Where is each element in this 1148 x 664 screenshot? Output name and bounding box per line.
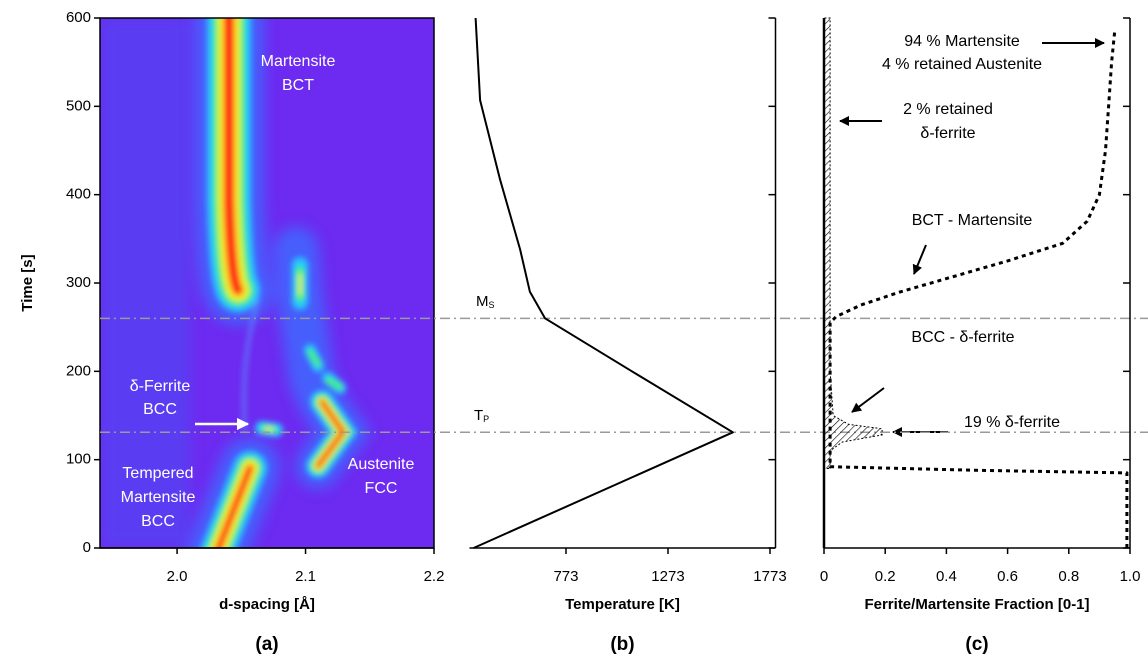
x-tick-label: 2.2 [424,568,445,585]
x-tick-label: 1.0 [1120,568,1141,585]
x-tick-label: 773 [553,568,578,585]
x-tick-label: 2.1 [295,568,316,585]
annotation: Austenite [348,456,415,473]
y-tick-label: 600 [66,9,91,26]
y-tick-label: 0 [83,539,91,556]
panel-label: (b) [610,634,634,655]
annotation: BCC - δ-ferrite [911,329,1014,346]
annotation: Tempered [122,465,193,482]
annotation: FCC [365,480,398,497]
x-tick-label: 0.2 [875,568,896,585]
x-tick-label: 1773 [753,568,786,585]
x-tick-label: 0.8 [1058,568,1079,585]
curve [828,31,1129,548]
annotation: 4 % retained Austenite [882,56,1042,73]
x-axis-label: d-spacing [Å] [219,596,315,613]
reference-label: TP [474,407,489,424]
panel-label: (a) [255,634,278,655]
reference-name: T [474,407,483,424]
y-tick-label: 500 [66,97,91,114]
y-tick-label: 200 [66,362,91,379]
panel-label: (c) [965,634,988,655]
reference-label: MS [476,293,495,310]
annotation: 94 % Martensite [904,33,1020,50]
annotation: 2 % retained [903,101,993,118]
reference-subscript: P [483,414,489,424]
x-axis-label: Temperature [K] [565,596,680,613]
annotation: δ-Ferrite [130,378,191,395]
heatmap-image [100,18,434,548]
reference-name: M [476,293,489,310]
x-axis-label: Ferrite/Martensite Fraction [0-1] [864,596,1089,613]
annotation: BCC [141,513,175,530]
x-tick-label: 1273 [651,568,684,585]
annotation: δ-ferrite [920,125,975,142]
x-tick-label: 0 [820,568,828,585]
annotation: BCT [282,77,314,94]
y-tick-label: 400 [66,186,91,203]
y-tick-label: 300 [66,274,91,291]
annotation: BCC [143,401,177,418]
annotation: Martensite [261,53,336,70]
x-tick-label: 0.6 [997,568,1018,585]
curve [473,17,734,549]
annotation: BCT - Martensite [912,212,1033,229]
reference-subscript: S [489,300,495,310]
y-tick-label: 100 [66,451,91,468]
annotation: Martensite [121,489,196,506]
ferrite-area [823,17,883,469]
x-tick-label: 0.4 [936,568,957,585]
annotation: 19 % δ-ferrite [964,414,1060,431]
x-tick-label: 2.0 [167,568,188,585]
y-axis-label: Time [s] [19,254,36,311]
